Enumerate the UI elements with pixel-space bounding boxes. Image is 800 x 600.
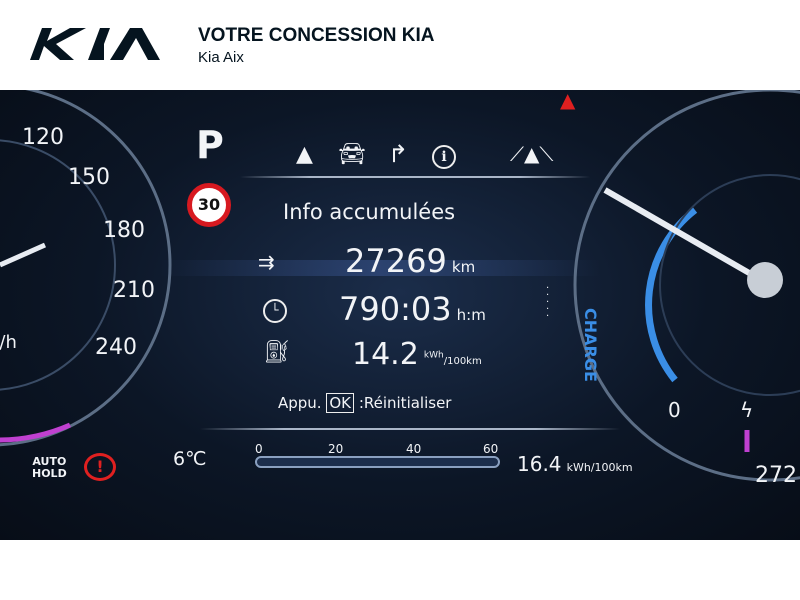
speed-unit: h/h (0, 332, 17, 353)
clock-icon: └ (263, 299, 287, 323)
bar-tick: 20 (328, 442, 344, 456)
instrument-cluster: 120 150 180 210 240 h/h AUTO HOLD ! ▲ P … (0, 90, 800, 540)
lane-assist-icon: ▲ (296, 142, 313, 167)
speed-tick: 180 (103, 218, 145, 243)
distance-icon: ⇉ (258, 250, 275, 274)
auto-hold-line2: HOLD (32, 467, 67, 480)
odometer-partial: 272 (755, 463, 797, 488)
header-title: VOTRE CONCESSION KIA (198, 25, 435, 46)
speed-tick: 120 (22, 125, 64, 150)
consumption-value: 14.2 kWh/100km (352, 337, 482, 372)
highlight-band (160, 260, 600, 276)
kia-logo (30, 28, 160, 60)
charging-station-icon: ⛽︎ (263, 340, 291, 365)
power-gauge (573, 90, 800, 482)
power-zero-tick: 0 (668, 398, 681, 422)
power-label: CHARGE (581, 308, 600, 382)
reset-prefix: Appu. (278, 394, 322, 412)
ok-key-label: OK (326, 393, 355, 413)
speed-limit-sign: 30 (187, 183, 231, 227)
bar-tick: 0 (255, 442, 263, 456)
forward-collision-icon: ⟋▲⟍ (510, 142, 554, 166)
time-number: 790:03 (339, 290, 452, 328)
consumption-unit-bottom: /100km (443, 356, 482, 367)
auto-hold-line1: AUTO (32, 455, 67, 468)
speed-tick: 240 (95, 335, 137, 360)
outside-temperature: 6℃ (173, 448, 207, 470)
instant-consumption-unit: kWh/100km (566, 461, 633, 474)
divider-bottom (200, 428, 620, 430)
reset-hint: Appu. OK :Réinitialiser (278, 393, 452, 413)
car-icon: 🚘︎ (338, 142, 366, 167)
navigation-turn-icon: ↱ (388, 140, 409, 168)
consumption-unit-top: kWh (423, 350, 444, 361)
distance-number: 27269 (345, 242, 447, 280)
seatbelt-warning-icon: ▲ (560, 90, 576, 112)
speed-tick: 210 (113, 278, 155, 303)
reset-action: :Réinitialiser (358, 394, 452, 412)
distance-value: 27269 km (345, 242, 475, 280)
dealer-header: VOTRE CONCESSION KIA Kia Aix (0, 0, 800, 90)
speed-tick: 150 (68, 165, 110, 190)
screen-title: Info accumulées (283, 200, 456, 224)
divider-top (240, 176, 590, 178)
bar-tick: 40 (406, 442, 422, 456)
page-indicator-dots: · · · · · (546, 283, 550, 322)
time-value: 790:03 h:m (339, 290, 486, 328)
lightning-icon: ϟ (740, 398, 754, 422)
time-unit: h:m (456, 306, 486, 324)
header-subtitle: Kia Aix (198, 49, 244, 66)
instant-consumption-number: 16.4 (517, 452, 562, 476)
bar-tick: 60 (483, 442, 499, 456)
info-icon: i (432, 145, 456, 169)
auto-hold-indicator: AUTO HOLD (32, 456, 67, 480)
consumption-number: 14.2 (352, 337, 419, 372)
gear-indicator: P (196, 123, 224, 167)
parking-brake-warning-icon: ! (84, 453, 116, 481)
instant-consumption: 16.4 kWh/100km (517, 452, 633, 476)
distance-unit: km (451, 258, 476, 276)
consumption-bar (255, 456, 500, 468)
